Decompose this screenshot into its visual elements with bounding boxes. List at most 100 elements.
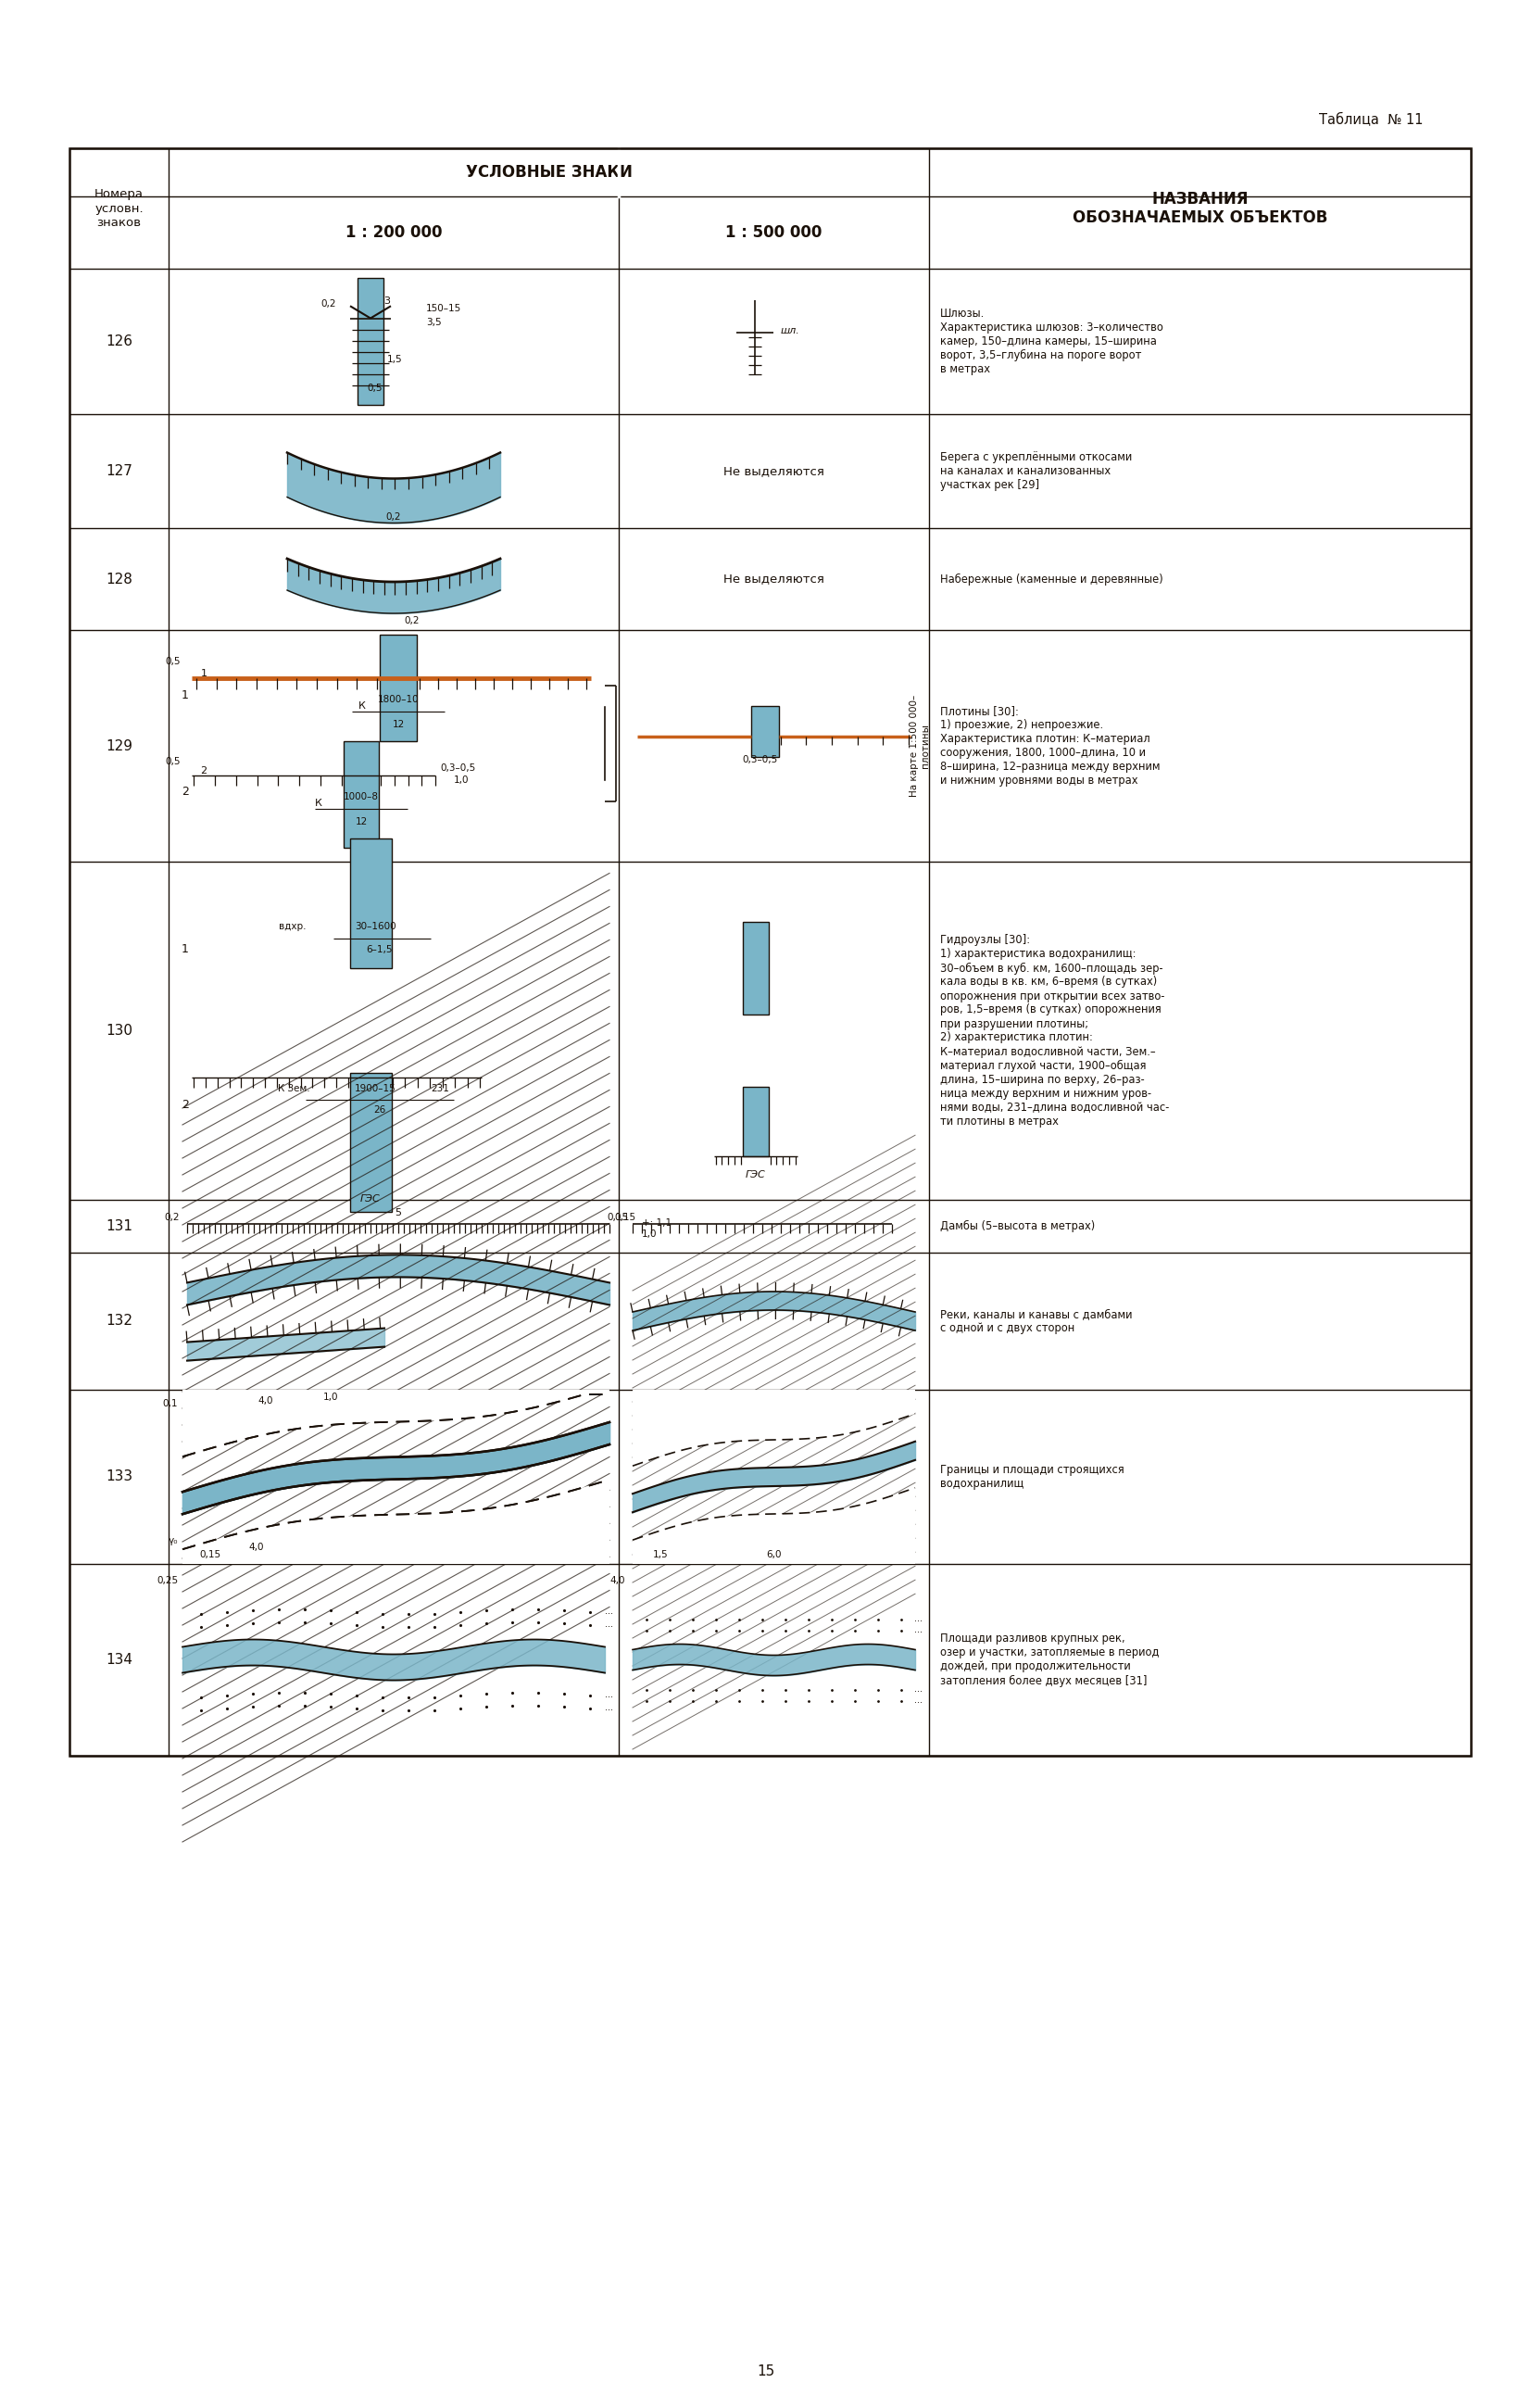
- Text: 0,2: 0,2: [404, 616, 420, 626]
- Polygon shape: [633, 1488, 915, 1563]
- Text: УСЛОВНЫЕ ЗНАКИ: УСЛОВНЫЕ ЗНАКИ: [466, 164, 633, 181]
- Text: Таблица  № 11: Таблица № 11: [1319, 113, 1423, 128]
- Text: 1 : 500 000: 1 : 500 000: [726, 224, 823, 241]
- Bar: [69, 149, 1471, 1755]
- Text: 127: 127: [106, 465, 132, 479]
- Text: Площади разливов крупных рек,
озер и участки, затопляемые в период
дождей, при п: Площади разливов крупных рек, озер и уча…: [941, 1633, 1160, 1686]
- Text: ...: ...: [913, 1625, 922, 1635]
- Text: 1,0: 1,0: [323, 1392, 339, 1401]
- Text: 1,5: 1,5: [388, 356, 403, 364]
- Text: 2: 2: [182, 1098, 188, 1110]
- Text: 1800–10: 1800–10: [377, 696, 418, 703]
- Text: +: 1,1: +: 1,1: [642, 1218, 671, 1228]
- Text: Границы и площади строящихся
водохранилищ: Границы и площади строящихся водохранили…: [941, 1464, 1124, 1491]
- Text: 1 : 200 000: 1 : 200 000: [345, 224, 443, 241]
- Text: 231: 231: [430, 1084, 449, 1093]
- Text: 4,0: 4,0: [259, 1397, 274, 1406]
- Text: Шлюзы.
Характеристика шлюзов: 3–количество
камер, 150–длина камеры, 15–ширина
во: Шлюзы. Характеристика шлюзов: 3–количест…: [941, 308, 1163, 376]
- Text: 1000–8: 1000–8: [343, 792, 378, 802]
- Text: Набережные (каменные и деревянные): Набережные (каменные и деревянные): [941, 573, 1163, 585]
- Bar: [343, 742, 378, 848]
- Text: 1,0: 1,0: [453, 775, 469, 785]
- Text: Не выделяются: Не выделяются: [723, 465, 824, 477]
- Text: На карте 1:500 000–
плотины: На карте 1:500 000– плотины: [910, 696, 930, 797]
- Text: 0,3–0,5: 0,3–0,5: [440, 763, 475, 773]
- Text: 0,2: 0,2: [164, 1211, 179, 1221]
- Text: Дамбы (5–высота в метрах): Дамбы (5–высота в метрах): [941, 1221, 1095, 1233]
- Text: 133: 133: [106, 1469, 132, 1483]
- Text: Берега с укреплёнными откосами
на каналах и канализованных
участках рек [29]: Берега с укреплёнными откосами на канала…: [941, 450, 1132, 491]
- Text: Реки, каналы и канавы с дамбами
с одной и с двух сторон: Реки, каналы и канавы с дамбами с одной …: [941, 1308, 1132, 1334]
- Text: 1900–15: 1900–15: [354, 1084, 395, 1093]
- Text: 12: 12: [392, 720, 404, 730]
- Text: 4,0: 4,0: [248, 1544, 264, 1551]
- Text: ...: ...: [913, 1695, 922, 1705]
- Text: Не выделяются: Не выделяются: [723, 573, 824, 585]
- Text: 6,0: 6,0: [766, 1551, 781, 1560]
- Text: 4,0: 4,0: [610, 1575, 625, 1584]
- Text: 0,3–0,5: 0,3–0,5: [743, 756, 778, 763]
- Text: Гидроузлы [30]:
1) характеристика водохранилищ:
30–объем в куб. км, 1600–площадь: Гидроузлы [30]: 1) характеристика водохр…: [941, 934, 1169, 1127]
- Text: ...: ...: [604, 1702, 613, 1712]
- Text: ГЭС: ГЭС: [360, 1194, 380, 1204]
- Polygon shape: [633, 1442, 915, 1512]
- Text: ГЭС: ГЭС: [745, 1170, 766, 1180]
- Text: 0,15: 0,15: [199, 1551, 221, 1560]
- Text: 1,5: 1,5: [653, 1551, 668, 1560]
- Polygon shape: [182, 1389, 610, 1457]
- Text: К: К: [316, 799, 322, 809]
- Text: 0,5: 0,5: [368, 383, 383, 393]
- Bar: [380, 636, 417, 742]
- Text: 134: 134: [106, 1652, 132, 1666]
- Bar: [751, 706, 778, 756]
- Text: Плотины [30]:
1) проезжие, 2) непроезжие.
Характеристика плотин: К–материал
соор: Плотины [30]: 1) проезжие, 2) непроезжие…: [941, 706, 1160, 787]
- Text: 130: 130: [106, 1023, 132, 1038]
- Text: 1: 1: [182, 689, 188, 701]
- Text: 0,2: 0,2: [322, 299, 337, 308]
- Text: 12: 12: [355, 816, 368, 826]
- Text: 150–15: 150–15: [426, 303, 461, 313]
- Text: 3: 3: [385, 296, 391, 306]
- Text: 129: 129: [106, 739, 132, 754]
- Text: 0,1: 0,1: [162, 1399, 178, 1409]
- Text: 26: 26: [374, 1105, 386, 1115]
- Polygon shape: [182, 1479, 610, 1563]
- Text: ...: ...: [604, 1606, 613, 1616]
- Bar: [743, 1086, 769, 1156]
- Text: γ₀: γ₀: [169, 1536, 178, 1546]
- Bar: [351, 1072, 392, 1211]
- Text: 132: 132: [106, 1315, 132, 1329]
- Polygon shape: [182, 1423, 610, 1515]
- Text: 0,25: 0,25: [156, 1575, 178, 1584]
- Text: 30–1600: 30–1600: [354, 922, 395, 932]
- Text: ...: ...: [913, 1686, 922, 1695]
- Text: 15: 15: [757, 2365, 775, 2379]
- Text: вдхр.: вдхр.: [279, 922, 306, 932]
- Text: 0,5: 0,5: [165, 657, 181, 667]
- Text: 2: 2: [182, 785, 188, 797]
- Text: 5: 5: [395, 1209, 401, 1216]
- Text: 6–1,5: 6–1,5: [366, 944, 392, 954]
- Text: 1,0: 1,0: [642, 1228, 657, 1238]
- Text: 131: 131: [106, 1218, 132, 1233]
- Polygon shape: [633, 1389, 915, 1466]
- Text: Номера
условн.
знаков: Номера условн. знаков: [95, 188, 144, 229]
- Text: К: К: [358, 701, 366, 710]
- Text: ...: ...: [604, 1621, 613, 1630]
- Text: ...: ...: [604, 1690, 613, 1700]
- Text: НАЗВАНИЯ
ОБОЗНАЧАЕМЫХ ОБЪЕКТОВ: НАЗВАНИЯ ОБОЗНАЧАЕМЫХ ОБЪЕКТОВ: [1072, 190, 1327, 226]
- Bar: [357, 277, 383, 405]
- Text: шл.: шл.: [781, 325, 800, 335]
- Bar: [743, 922, 769, 1014]
- Text: К Зем.: К Зем.: [279, 1084, 311, 1093]
- Text: 1: 1: [201, 669, 207, 679]
- Text: 0,15: 0,15: [607, 1211, 628, 1221]
- Text: 0,2: 0,2: [386, 513, 401, 523]
- Text: 1: 1: [182, 944, 188, 956]
- Text: 126: 126: [106, 335, 132, 349]
- Text: 3,5: 3,5: [426, 318, 441, 327]
- Text: ...: ...: [913, 1613, 922, 1623]
- Text: 0,15: 0,15: [614, 1211, 636, 1221]
- Text: 2: 2: [201, 766, 207, 775]
- Bar: [351, 838, 392, 968]
